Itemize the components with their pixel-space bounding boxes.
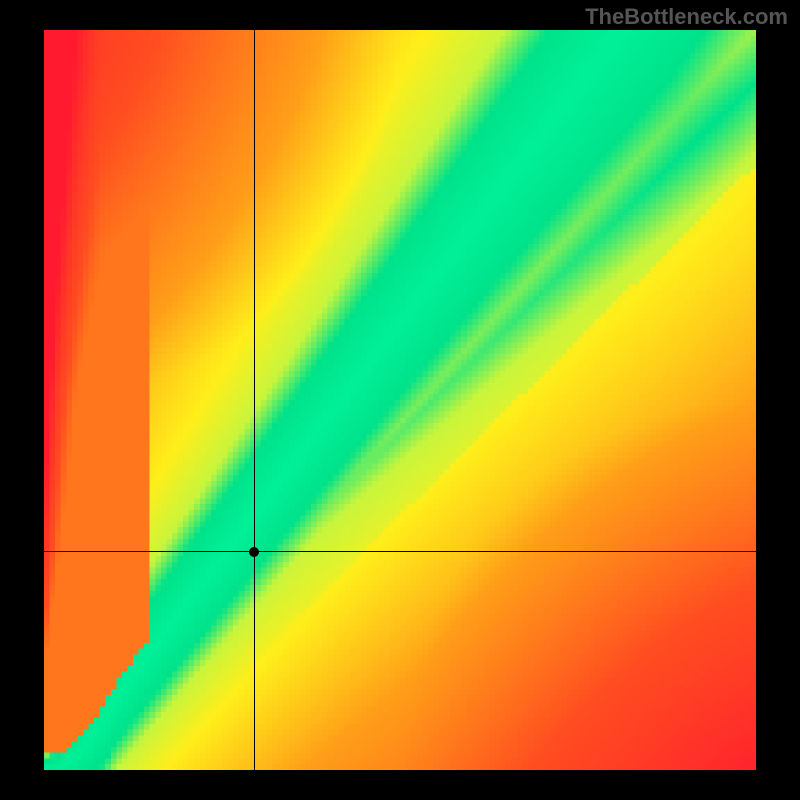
crosshair-vertical [254, 30, 255, 770]
watermark-text: TheBottleneck.com [585, 4, 788, 30]
bottleneck-heatmap [44, 30, 756, 770]
crosshair-horizontal [44, 551, 756, 552]
chart-container: TheBottleneck.com [0, 0, 800, 800]
crosshair-marker [249, 547, 259, 557]
